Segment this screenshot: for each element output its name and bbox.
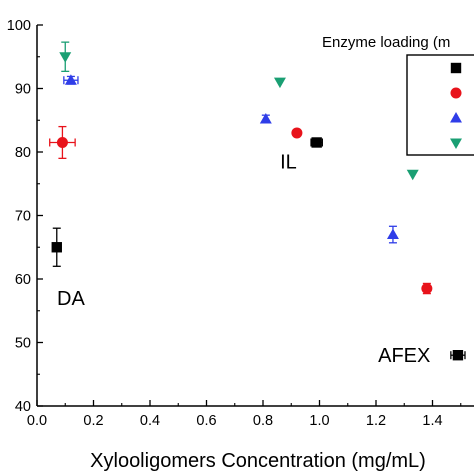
- data-point-group: [259, 113, 272, 124]
- data-point-group: [59, 41, 72, 73]
- x-tick-label: 0.0: [27, 413, 47, 429]
- data-points: [49, 41, 466, 361]
- data-point: [59, 52, 72, 63]
- legend-marker: [450, 62, 462, 74]
- y-tick-label: 80: [15, 145, 31, 161]
- x-tick-label: 0.4: [140, 413, 160, 429]
- annotations: DA IL AFEX: [57, 152, 430, 368]
- x-tick-label: 1.4: [422, 413, 442, 429]
- annotation-label: AFEX: [378, 345, 430, 367]
- data-point: [56, 136, 68, 148]
- legend-marker: [450, 112, 462, 123]
- data-point: [386, 228, 399, 240]
- data-point-group: [273, 77, 286, 89]
- y-tick-label: 100: [7, 18, 31, 34]
- data-point: [291, 127, 303, 139]
- legend-marker: [450, 138, 462, 149]
- data-point: [421, 283, 433, 295]
- x-axis-ticks: 0.0 0.2 0.4 0.6 0.8 1.0 1.2 1.4: [27, 400, 462, 429]
- data-point-group: [310, 137, 323, 148]
- y-axis-ticks: 40 50 60 70 80 90 100: [7, 18, 43, 415]
- legend-marker: [450, 87, 462, 99]
- data-point: [64, 74, 77, 85]
- y-tick-label: 70: [15, 209, 31, 225]
- x-tick-label: 1.2: [366, 413, 386, 429]
- x-tick-label: 0.6: [196, 413, 216, 429]
- data-point: [406, 169, 419, 181]
- data-point-group: [291, 127, 303, 139]
- data-point: [259, 113, 272, 124]
- data-point-group: [406, 169, 419, 181]
- legend-title: Enzyme loading (m: [322, 34, 450, 51]
- data-point-group: [49, 125, 76, 160]
- x-tick-label: 0.8: [253, 413, 273, 429]
- x-tick-label: 0.2: [83, 413, 103, 429]
- data-point-group: [63, 74, 79, 85]
- y-tick-label: 60: [15, 272, 31, 288]
- legend: Enzyme loading (m: [322, 34, 474, 156]
- annotation-label: DA: [57, 288, 85, 310]
- y-tick-label: 50: [15, 336, 31, 352]
- x-tick-label: 1.0: [309, 413, 329, 429]
- data-point-group: [51, 227, 62, 267]
- legend-box: [406, 54, 474, 156]
- x-axis-label: Xylooligomers Concentration (mg/mL): [90, 450, 426, 472]
- legend-items: [450, 62, 462, 149]
- data-point: [273, 77, 286, 89]
- data-point: [452, 350, 464, 361]
- y-tick-label: 90: [15, 82, 31, 98]
- y-tick-label: 40: [15, 399, 31, 415]
- data-point-group: [421, 282, 433, 295]
- data-point: [51, 242, 62, 253]
- data-point-group: [450, 350, 466, 361]
- data-point-group: [386, 225, 399, 244]
- data-point: [311, 137, 322, 148]
- annotation-label: IL: [280, 152, 297, 174]
